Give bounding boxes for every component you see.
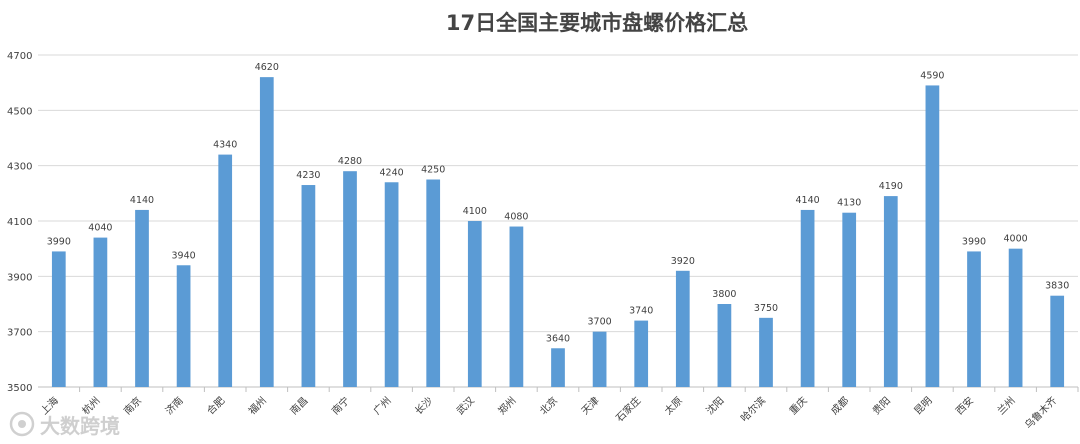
data-label: 4250 (421, 165, 445, 176)
x-tick-label: 北京 (537, 394, 560, 417)
data-label: 4080 (504, 212, 528, 223)
watermark: 大数跨境 (9, 411, 120, 438)
bar (759, 317, 773, 387)
y-tick-label: 4500 (7, 106, 32, 117)
x-tick-label: 昆明 (912, 395, 935, 418)
x-tick-label: 贵阳 (870, 394, 893, 417)
data-label: 4140 (130, 195, 154, 206)
x-tick-label: 兰州 (994, 394, 1017, 417)
bar (259, 77, 274, 387)
data-label: 4000 (1004, 234, 1028, 245)
y-tick-label: 3900 (7, 272, 32, 283)
x-axis-ticks: 上海 杭州 南京 济南 合肥 福州 南昌 南宁 广州 长沙 武汉 郑州 北京 天津 石家庄 太原 沈阳 哈尔滨 重庆… (38, 387, 1079, 431)
bar (883, 196, 898, 387)
x-tick-label: 济南 (162, 394, 185, 417)
bar (384, 182, 399, 387)
x-tick-label: 南宁 (329, 394, 352, 417)
y-tick-label: 4300 (7, 162, 32, 173)
x-tick-label: 武汉 (454, 394, 477, 417)
data-label: 4280 (338, 156, 362, 167)
bar (176, 265, 191, 387)
x-tick-label: 哈尔滨 (738, 394, 768, 424)
bar (509, 226, 524, 387)
data-label: 4590 (920, 70, 944, 81)
bar (925, 85, 940, 387)
watermark-text: 大数跨境 (40, 414, 120, 438)
y-tick-label: 3500 (7, 383, 32, 394)
y-tick-label: 4100 (7, 217, 32, 228)
bar (467, 221, 482, 387)
bar (343, 171, 357, 387)
data-label: 3990 (47, 236, 71, 247)
x-tick-label: 南昌 (287, 394, 310, 417)
data-label: 3920 (671, 256, 695, 267)
x-tick-label: 合肥 (204, 394, 227, 417)
x-tick-label: 福州 (246, 394, 269, 417)
data-label: 4620 (255, 62, 279, 73)
data-label: 3640 (546, 333, 570, 344)
x-tick-label: 重庆 (786, 394, 809, 417)
data-label: 4240 (380, 167, 404, 178)
x-tick-label: 南京 (121, 394, 144, 417)
x-tick-label: 长沙 (413, 395, 436, 418)
x-tick-label: 郑州 (495, 394, 518, 417)
bar (551, 348, 565, 387)
data-label: 3700 (588, 317, 612, 328)
bar (717, 304, 732, 387)
data-label: 3750 (754, 303, 778, 314)
y-axis-ticks: 3500 3700 3900 4100 4300 4500 4700 (7, 51, 32, 394)
bar (135, 209, 149, 387)
bar (842, 212, 857, 387)
x-tick-label: 石家庄 (613, 394, 643, 424)
data-label: 3800 (712, 289, 736, 300)
data-label: 4340 (213, 140, 237, 151)
data-labels: 3990 4040 4140 3940 4340 4620 4230 4280 4240 4250… (47, 62, 1070, 344)
x-tick-label: 沈阳 (703, 394, 726, 417)
data-label: 4130 (837, 198, 861, 209)
x-tick-label: 成都 (829, 395, 852, 418)
x-tick-label: 西安 (953, 394, 976, 417)
bar (634, 320, 649, 387)
x-tick-label: 太原 (662, 394, 685, 417)
data-label: 3830 (1045, 281, 1069, 292)
bar (967, 251, 981, 387)
bars (51, 77, 1065, 387)
x-tick-label: 乌鲁木齐 (1022, 394, 1059, 431)
data-label: 4190 (879, 181, 903, 192)
brand-logo-icon (9, 411, 35, 437)
bar (426, 179, 441, 387)
data-label: 4230 (296, 170, 320, 181)
data-label: 3990 (962, 236, 986, 247)
data-label: 4100 (463, 206, 487, 217)
bar (51, 251, 66, 387)
bar (1050, 295, 1065, 387)
data-label: 4040 (88, 223, 112, 234)
bar (218, 154, 233, 387)
data-label: 3940 (172, 250, 196, 261)
y-tick-label: 3700 (7, 328, 32, 339)
gridlines (38, 54, 1078, 388)
bar (800, 209, 815, 387)
bar (301, 185, 316, 387)
data-label: 4140 (796, 195, 820, 206)
data-label: 3740 (629, 306, 653, 317)
bar (675, 270, 690, 387)
bar (592, 331, 607, 387)
x-tick-label: 广州 (371, 395, 394, 418)
bar (93, 237, 108, 387)
chart-title: 17日全国主要城市盘螺价格汇总 (446, 11, 748, 35)
x-tick-label: 天津 (579, 395, 602, 418)
y-tick-label: 4700 (7, 51, 32, 62)
bar (1008, 248, 1023, 387)
